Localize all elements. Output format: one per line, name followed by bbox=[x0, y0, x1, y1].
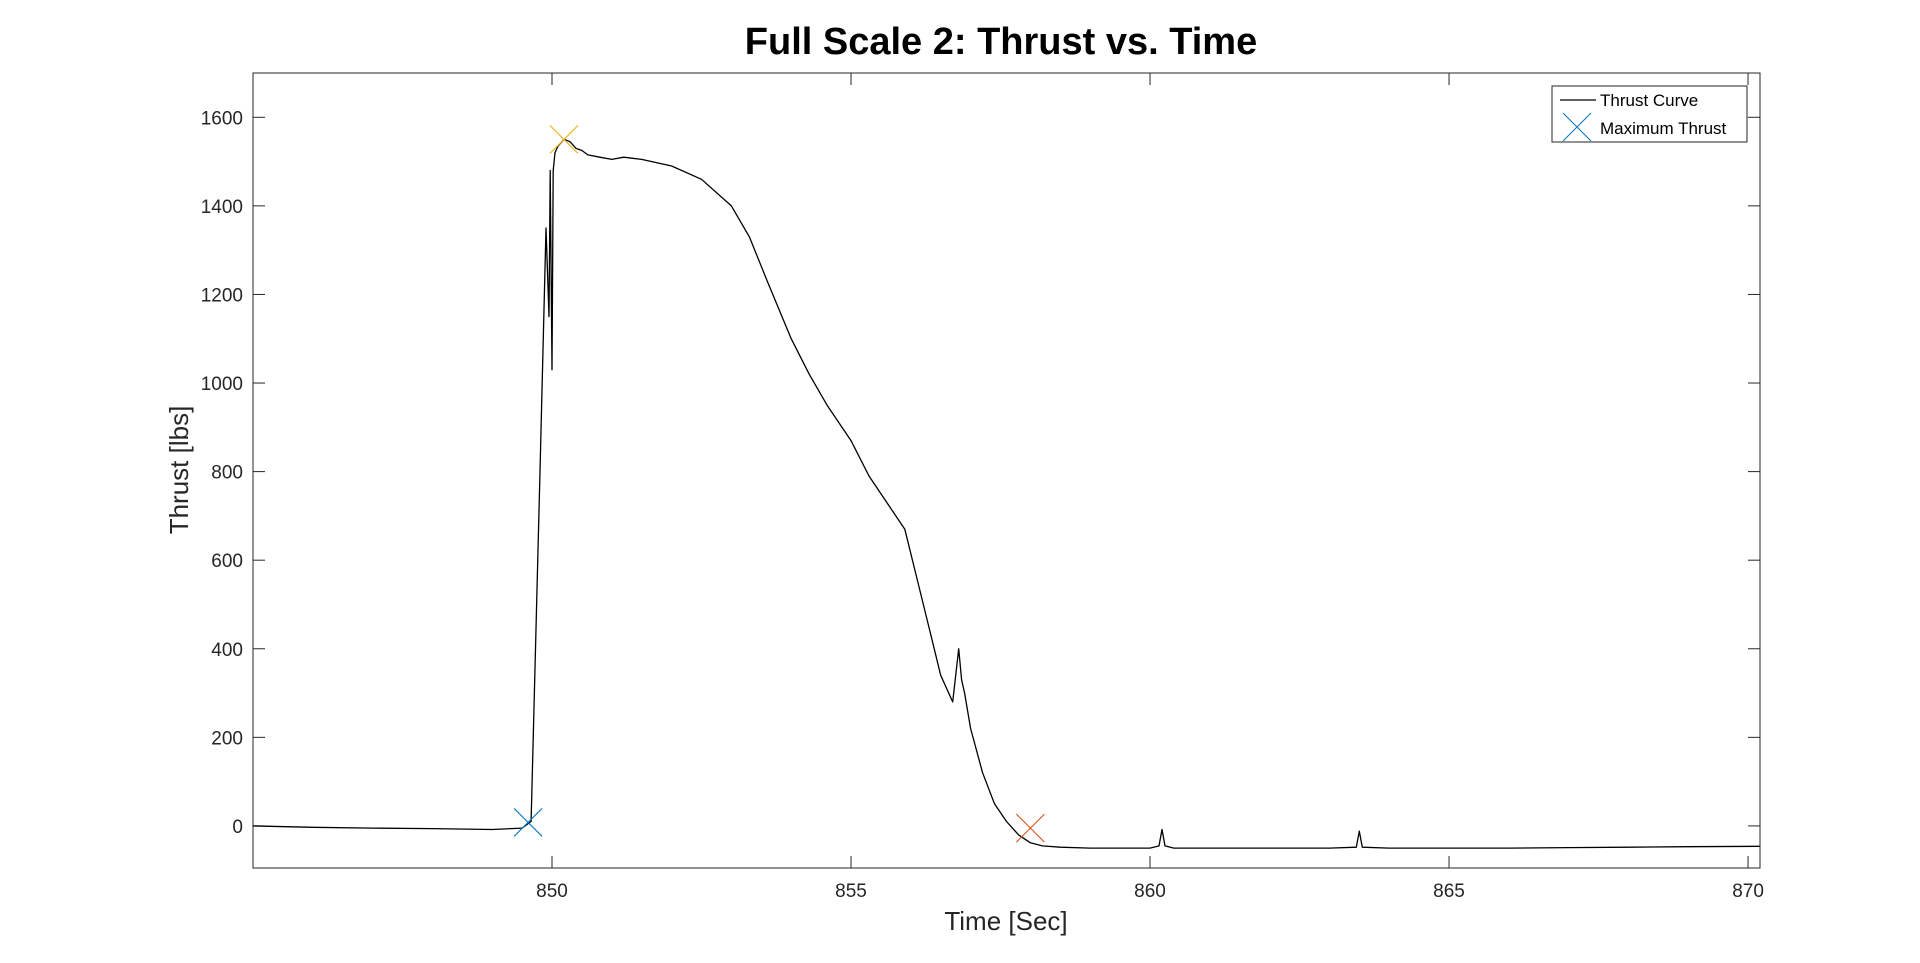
legend-x-marker-icon bbox=[1562, 112, 1592, 142]
y-tick-label: 1400 bbox=[201, 197, 243, 218]
x-axis-label: Time [Sec] bbox=[944, 906, 1067, 936]
y-tick-label: 200 bbox=[211, 728, 243, 749]
max-thrust-x-marker bbox=[1016, 813, 1045, 843]
y-tick-label: 800 bbox=[211, 463, 243, 484]
y-tick-label: 400 bbox=[211, 640, 243, 661]
legend-entry-thrust-curve: Thrust Curve bbox=[1600, 91, 1698, 110]
legend-box bbox=[1551, 85, 1748, 143]
max-thrust-x-marker bbox=[513, 807, 543, 837]
chart-title: Full Scale 2: Thrust vs. Time bbox=[745, 21, 1257, 63]
x-tick-label: 850 bbox=[536, 881, 568, 902]
legend-entry-maximum-thrust: Maximum Thrust bbox=[1600, 119, 1727, 138]
series-layer bbox=[252, 138, 1761, 849]
y-tick-label: 1200 bbox=[201, 285, 243, 306]
series-line-thrust-curve bbox=[252, 138, 1761, 849]
y-tick-label: 1600 bbox=[201, 108, 243, 129]
axes: 850 855 860 865 870 0 200 400 600 800 1000 1200 1400… bbox=[201, 73, 1764, 902]
x-tick-label: 855 bbox=[835, 881, 867, 902]
x-tick-label: 870 bbox=[1732, 881, 1764, 902]
marker-layer bbox=[513, 125, 1045, 843]
y-tick-label: 0 bbox=[232, 817, 243, 838]
max-thrust-x-marker bbox=[549, 125, 579, 154]
x-tick-label: 865 bbox=[1433, 881, 1465, 902]
x-tick-label: 860 bbox=[1134, 881, 1166, 902]
y-tick-label: 600 bbox=[211, 551, 243, 572]
y-axis-label: Thrust [lbs] bbox=[164, 406, 194, 535]
legend[interactable]: Thrust Curve Maximum Thrust bbox=[1551, 85, 1748, 143]
plot-area-frame bbox=[252, 72, 1761, 869]
y-tick-label: 1000 bbox=[201, 374, 243, 395]
